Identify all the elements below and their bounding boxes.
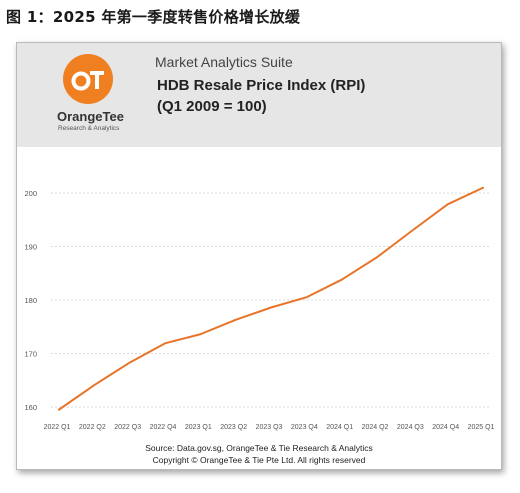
data-point [482, 186, 484, 189]
y-tick-label: 190 [24, 243, 37, 252]
y-tick-label: 170 [24, 349, 37, 358]
data-point [128, 361, 131, 364]
y-tick-label: 180 [24, 296, 37, 305]
x-tick-label: 2023 Q4 [291, 424, 318, 431]
y-tick-label: 160 [24, 403, 37, 412]
data-point [270, 306, 272, 309]
x-tick-label: 2023 Q2 [220, 424, 247, 431]
chart-subtitle: (Q1 2009 = 100) [157, 98, 267, 115]
figure-title: 图 1：2025 年第一季度转售价格增长放缓 [6, 8, 301, 26]
chart-title-block: HDB Resale Price Index (RPI) (Q1 2009 = … [157, 75, 477, 117]
data-point [93, 384, 96, 386]
x-tick-label: 2024 Q2 [362, 424, 389, 431]
x-tick-label: 2022 Q4 [150, 424, 177, 431]
logo-name: OrangeTee [57, 109, 124, 124]
data-point [305, 296, 308, 299]
suite-name: Market Analytics Suite [155, 54, 293, 70]
data-point [340, 278, 343, 281]
x-tick-label: 2023 Q1 [185, 424, 212, 431]
x-tick-label: 2025 Q1 [468, 424, 495, 431]
logo-tagline: Research & Analytics [58, 125, 120, 132]
x-tick-label: 2024 Q1 [326, 424, 353, 431]
x-tick-label: 2022 Q2 [79, 424, 106, 431]
source-note: Source: Data.gov.sg, OrangeTee & Tie Res… [145, 443, 373, 453]
data-point [199, 333, 202, 336]
x-tick-label: 2022 Q3 [114, 424, 141, 431]
data-point [234, 318, 237, 321]
y-tick-label: 200 [24, 189, 37, 198]
line-chart: 160 170 180 190 200 2022 Q1 2022 Q2 2022 Q3 2022… [24, 186, 495, 431]
x-tick-label: 2022 Q1 [44, 424, 71, 431]
orangetee-logo-icon [63, 54, 113, 104]
data-point [58, 408, 60, 411]
data-point [411, 229, 414, 232]
chart-card: OrangeTee Research & Analytics Market An… [16, 42, 502, 470]
x-tick-label: 2024 Q4 [432, 424, 459, 431]
data-point [376, 256, 378, 259]
header-banner: OrangeTee Research & Analytics Market An… [17, 43, 501, 147]
copyright-note: Copyright © OrangeTee & Tie Pte Ltd. All… [152, 455, 366, 465]
x-tick-label: 2024 Q3 [397, 424, 424, 431]
data-point [164, 342, 166, 345]
x-tick-label: 2023 Q3 [256, 424, 283, 431]
data-point [446, 203, 449, 206]
series-line-0 [58, 186, 484, 411]
chart-title: HDB Resale Price Index (RPI) [157, 77, 366, 94]
